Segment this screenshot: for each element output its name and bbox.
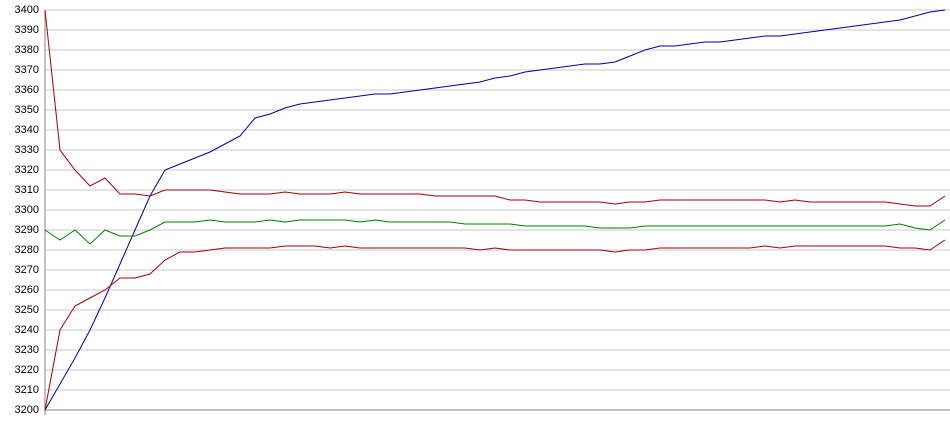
y-tick-label: 3210 bbox=[15, 384, 39, 396]
series-line bbox=[44, 219, 946, 245]
y-tick-label: 3390 bbox=[15, 24, 39, 36]
series-line bbox=[44, 9, 946, 207]
y-tick-label: 3260 bbox=[15, 284, 39, 296]
y-tick-label: 3230 bbox=[15, 344, 39, 356]
y-tick-label: 3240 bbox=[15, 324, 39, 336]
y-tick-label: 3250 bbox=[15, 304, 39, 316]
y-tick-label: 3340 bbox=[15, 124, 39, 136]
y-tick-label: 3290 bbox=[15, 224, 39, 236]
y-tick-label: 3200 bbox=[15, 404, 39, 416]
y-tick-label: 3330 bbox=[15, 144, 39, 156]
y-tick-label: 3400 bbox=[15, 4, 39, 16]
y-tick-label: 3270 bbox=[15, 264, 39, 276]
y-tick-label: 3360 bbox=[15, 84, 39, 96]
y-tick-label: 3320 bbox=[15, 164, 39, 176]
y-tick-label: 3310 bbox=[15, 184, 39, 196]
series-line bbox=[44, 9, 946, 411]
y-tick-label: 3300 bbox=[15, 204, 39, 216]
y-tick-label: 3220 bbox=[15, 364, 39, 376]
y-tick-label: 3370 bbox=[15, 64, 39, 76]
y-tick-label: 3380 bbox=[15, 44, 39, 56]
y-tick-label: 3350 bbox=[15, 104, 39, 116]
y-tick-label: 3280 bbox=[15, 244, 39, 256]
series-line bbox=[44, 239, 946, 411]
